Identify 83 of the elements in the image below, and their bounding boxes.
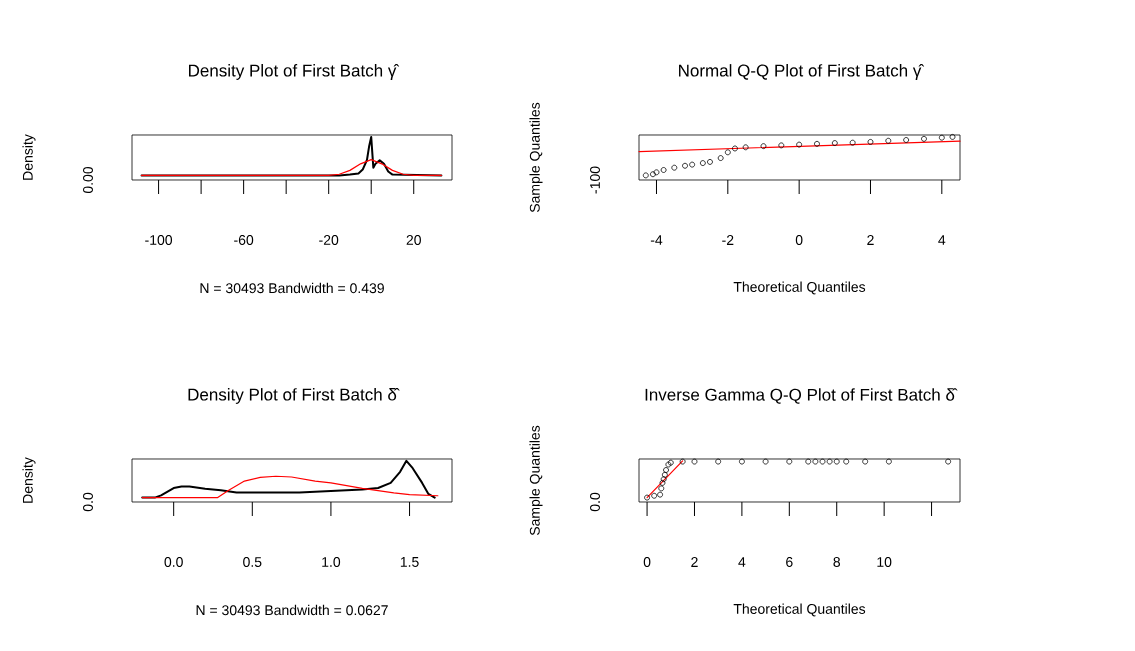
text: -100 <box>590 166 600 194</box>
chart-title: Density Plot of First Batch δ̂ <box>188 388 400 404</box>
y-axis-title: Density <box>22 457 36 503</box>
x-tick-label: 20 <box>406 235 421 245</box>
point <box>849 139 856 146</box>
x-axis-title: Theoretical Quantiles <box>733 603 866 617</box>
x-tick-label: 1.0 <box>322 557 341 567</box>
point <box>762 458 769 465</box>
point <box>661 471 668 478</box>
x-tick-label: -20 <box>319 235 339 245</box>
point <box>659 479 666 486</box>
x-tick-label: 8 <box>833 557 841 567</box>
x-tick-label: -60 <box>234 235 254 245</box>
x-tick-label: 10 <box>877 557 892 567</box>
point <box>819 458 826 465</box>
x-tick-label: 0 <box>795 235 803 245</box>
y-axis-title: Sample Quantiles <box>529 425 543 536</box>
point <box>653 169 660 176</box>
point <box>949 134 956 140</box>
point <box>707 159 713 165</box>
point <box>663 467 669 473</box>
chart-title: Inverse Gamma Q-Q Plot of First Batch δ̂ <box>645 388 958 404</box>
chart-title: Normal Q-Q Plot of First Batch γ̂ <box>679 64 925 80</box>
x-tick-label: 4 <box>938 235 946 245</box>
point <box>689 161 696 168</box>
point <box>644 494 650 501</box>
text: 0.00 <box>83 166 93 194</box>
point <box>786 458 793 465</box>
point <box>742 144 749 151</box>
point <box>760 143 767 150</box>
x-axis-title: N = 30493 Bandwidth = 0.439 <box>200 282 384 294</box>
point <box>867 139 874 145</box>
point <box>732 145 738 152</box>
point <box>843 458 850 465</box>
point <box>885 458 892 465</box>
text: 0.0 <box>590 492 600 512</box>
point <box>739 458 745 465</box>
x-tick-label: -2 <box>722 235 734 245</box>
x-tick-label: 4 <box>738 557 746 567</box>
point <box>796 141 803 148</box>
x-tick-label: 0.5 <box>243 557 262 567</box>
point <box>660 476 667 483</box>
point <box>805 458 812 465</box>
point <box>826 458 833 465</box>
point <box>642 172 649 179</box>
point <box>833 458 840 465</box>
point <box>724 149 731 156</box>
y-axis-title: Density <box>22 134 36 180</box>
point <box>682 162 688 169</box>
y-axis-title: Sample Quantiles <box>529 102 543 213</box>
point <box>938 134 945 141</box>
point <box>945 458 952 465</box>
x-axis-title: N = 30493 Bandwidth = 0.0627 <box>196 604 388 616</box>
point <box>778 142 785 149</box>
point <box>814 140 820 147</box>
point <box>671 164 678 171</box>
chart-title: Density Plot of First Batch γ̂ <box>189 64 400 80</box>
point <box>679 458 686 465</box>
point <box>812 458 819 465</box>
point <box>658 485 665 492</box>
x-tick-label: 2 <box>691 557 698 567</box>
x-tick-label: -4 <box>650 235 663 245</box>
point <box>699 160 706 166</box>
x-tick-label: 6 <box>786 557 793 567</box>
point <box>691 458 698 465</box>
x-tick-label: 0 <box>643 557 651 567</box>
text: 0.0 <box>83 492 93 512</box>
x-tick-label: 0.0 <box>164 557 183 567</box>
x-tick-label: 2 <box>867 235 874 245</box>
point <box>831 140 838 146</box>
point <box>715 458 722 465</box>
x-tick-label: 1.5 <box>400 557 419 567</box>
x-axis-title: Theoretical Quantiles <box>733 281 866 295</box>
point <box>650 171 656 178</box>
x-tick-label: -100 <box>145 235 173 245</box>
point <box>903 137 910 143</box>
point <box>651 492 658 499</box>
point <box>921 135 927 142</box>
point <box>657 491 663 498</box>
point <box>885 137 892 144</box>
point <box>717 155 724 161</box>
point <box>660 167 667 173</box>
point <box>862 458 869 465</box>
